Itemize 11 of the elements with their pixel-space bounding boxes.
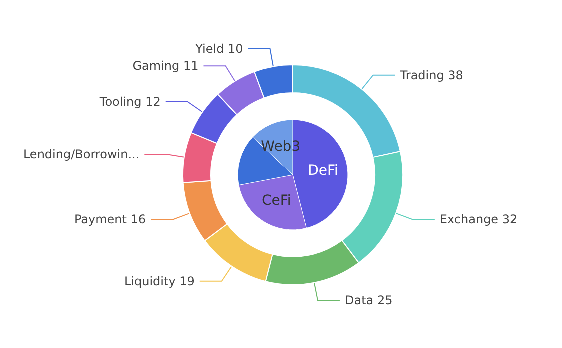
- slice-label: DeFi: [308, 163, 338, 180]
- slice-label: Lending/Borrowin...: [23, 148, 140, 162]
- slice-label: Payment 16: [74, 212, 146, 227]
- slice-label: Liquidity 19: [124, 274, 195, 288]
- slice-label: CeFi: [262, 192, 292, 209]
- slice-label: Gaming 11: [132, 59, 199, 74]
- slice-label: Yield 10: [194, 42, 244, 56]
- slice-label: Trading 38: [399, 68, 464, 82]
- slice-label: Exchange 32: [440, 212, 518, 227]
- slice-label: Data 25: [344, 294, 393, 308]
- slice-label: Tooling 12: [98, 95, 161, 109]
